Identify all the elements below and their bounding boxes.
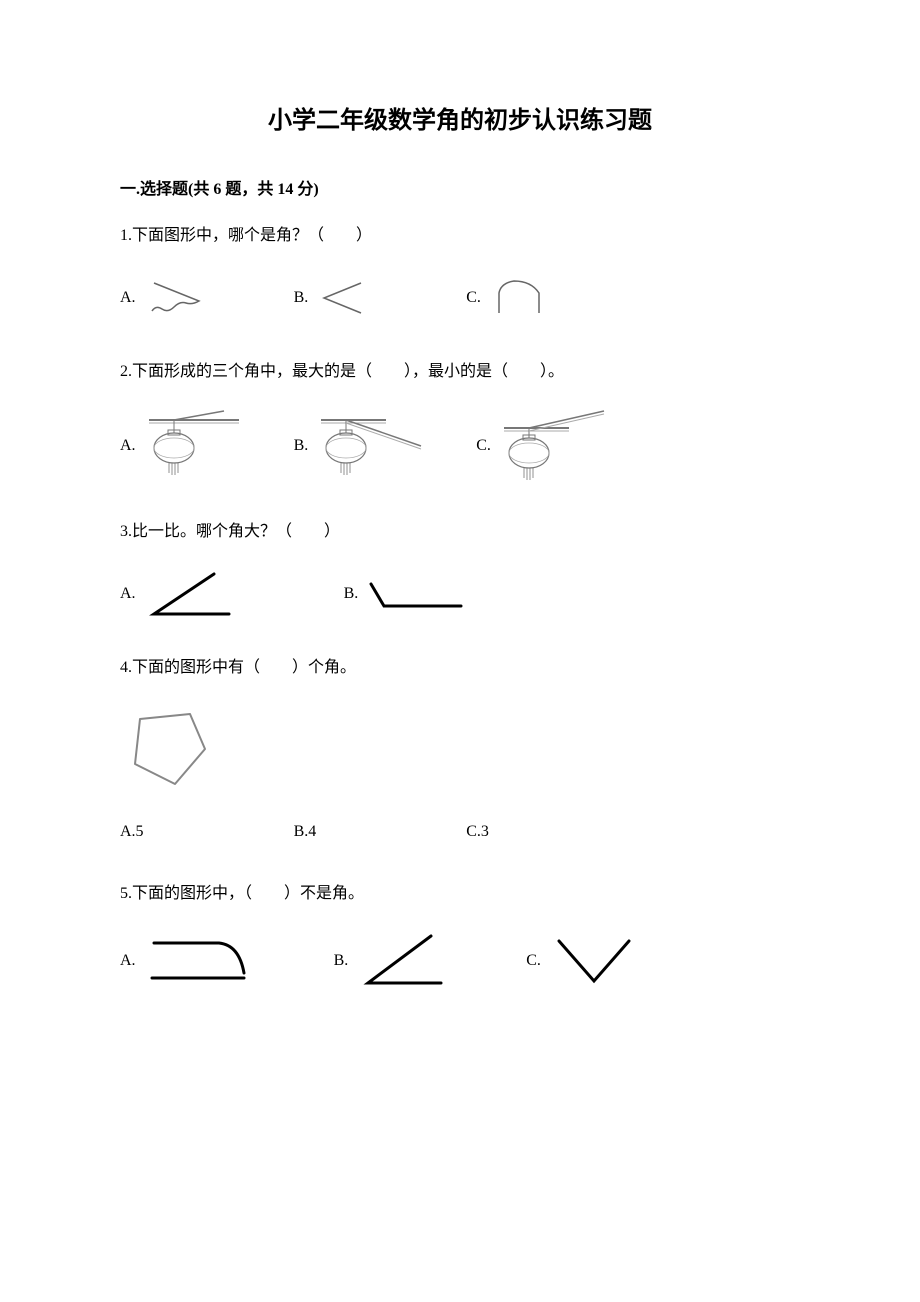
q5b-figure xyxy=(356,931,446,991)
q3a-figure xyxy=(144,569,234,619)
q3-option-b: B. xyxy=(344,574,467,614)
q1-option-c: C. xyxy=(466,275,549,320)
q2-option-b: B. xyxy=(294,408,427,483)
q2-options: A. B. xyxy=(120,408,800,483)
q1-optC-label: C. xyxy=(466,289,481,307)
q1-option-b: B. xyxy=(294,278,367,318)
q1-optA-label: A. xyxy=(120,289,136,307)
q2a-figure xyxy=(144,408,244,483)
question-2: 2.下面形成的三个角中，最大的是（ ），最小的是（ ）。 xyxy=(120,359,800,385)
q3-option-a: A. xyxy=(120,569,234,619)
q3-optB-label: B. xyxy=(344,585,359,603)
q1c-figure xyxy=(489,275,549,320)
q1b-figure xyxy=(316,278,366,318)
page-title: 小学二年级数学角的初步认识练习题 xyxy=(120,100,800,135)
q1a-figure xyxy=(144,273,214,323)
q2-optC-label: C. xyxy=(476,437,491,455)
q5-option-b: B. xyxy=(334,931,447,991)
q5-option-a: A. xyxy=(120,933,254,988)
q1-optB-label: B. xyxy=(294,289,309,307)
question-3: 3.比一比。哪个角大？（ ） xyxy=(120,519,800,545)
q2-optB-label: B. xyxy=(294,437,309,455)
question-1: 1.下面图形中，哪个是角？（ ） xyxy=(120,223,800,249)
question-4: 4.下面的图形中有（ ）个角。 xyxy=(120,655,800,681)
q1-options: A. B. C. xyxy=(120,273,800,323)
question-5: 5.下面的图形中，（ ）不是角。 xyxy=(120,881,800,907)
q5-option-c: C. xyxy=(526,933,639,988)
q3-options: A. B. xyxy=(120,569,800,619)
q2-option-c: C. xyxy=(476,408,609,483)
section-header: 一.选择题(共 6 题，共 14 分) xyxy=(120,175,800,199)
q4-optB: B.4 xyxy=(294,823,317,841)
q5-optC-label: C. xyxy=(526,952,541,970)
q2c-figure xyxy=(499,408,609,483)
q2b-figure xyxy=(316,408,426,483)
q5c-figure xyxy=(549,933,639,988)
q3-optA-label: A. xyxy=(120,585,136,603)
q4-options: A.5 B.4 C.3 xyxy=(120,823,800,841)
q4-figure xyxy=(120,704,800,799)
q5-optB-label: B. xyxy=(334,952,349,970)
q4-optC: C.3 xyxy=(466,823,489,841)
q3b-figure xyxy=(366,574,466,614)
q5-optA-label: A. xyxy=(120,952,136,970)
q5-options: A. B. C. xyxy=(120,931,800,991)
q2-option-a: A. xyxy=(120,408,244,483)
q5a-figure xyxy=(144,933,254,988)
q1-option-a: A. xyxy=(120,273,214,323)
q4-optA: A.5 xyxy=(120,823,144,841)
q2-optA-label: A. xyxy=(120,437,136,455)
